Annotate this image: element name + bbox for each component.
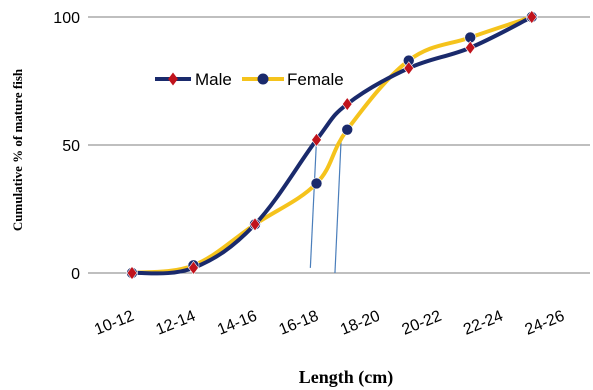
- male-marker: [403, 61, 414, 76]
- x-tick-label: 12-14: [154, 308, 198, 339]
- legend-female-marker: [257, 73, 269, 85]
- y-tick-label: 50: [62, 138, 80, 155]
- reference-line: [334, 139, 342, 274]
- legend-male-marker: [168, 72, 178, 86]
- male-marker: [465, 40, 476, 55]
- legend-male-label: Male: [195, 70, 232, 89]
- male-marker: [526, 10, 537, 24]
- reference-line: [309, 139, 318, 268]
- legend-female-label: Female: [287, 70, 344, 89]
- series-line-female: [130, 15, 534, 275]
- x-tick-label: 14-16: [215, 308, 259, 339]
- y-tick-labels: 0 50 100: [53, 10, 80, 283]
- series-line-male: [130, 15, 534, 276]
- series-lines: [130, 15, 534, 276]
- x-tick-label: 18-20: [338, 308, 382, 339]
- legend: Male Female: [155, 70, 344, 89]
- series-markers: [126, 10, 538, 280]
- x-axis-title: Length (cm): [299, 367, 393, 388]
- male-marker: [126, 266, 138, 280]
- male-marker: [342, 97, 353, 112]
- x-tick-label: 20-22: [400, 308, 444, 339]
- x-tick-labels: 10-12 12-14 14-16 16-18 18-20 20-22 22-24 24-26: [92, 308, 567, 339]
- x-tick-label: 24-26: [523, 308, 567, 339]
- male-marker: [188, 260, 199, 275]
- female-marker: [341, 123, 354, 136]
- x-tick-label: 16-18: [277, 308, 321, 339]
- x-tick-label: 22-24: [461, 308, 505, 339]
- y-tick-label: 100: [53, 10, 80, 27]
- female-marker: [310, 177, 323, 190]
- reference-lines: [309, 139, 342, 274]
- y-tick-label: 0: [71, 266, 80, 283]
- male-marker: [311, 132, 322, 147]
- male-marker: [249, 217, 261, 232]
- y-axis-title: Cumulative % of mature fish: [10, 68, 25, 231]
- x-tick-label: 10-12: [92, 308, 136, 339]
